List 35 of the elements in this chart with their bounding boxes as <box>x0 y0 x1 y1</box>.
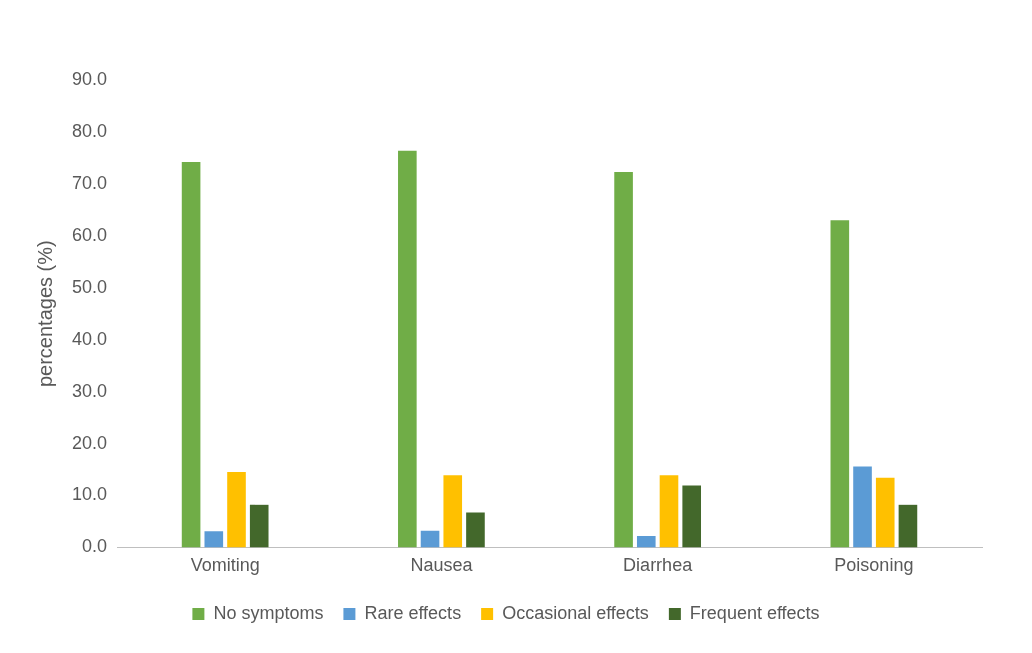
x-tick-label: Vomiting <box>190 555 260 576</box>
y-axis-title: percentages (%) <box>33 240 56 388</box>
x-tick-label: Poisoning <box>834 555 914 576</box>
y-tick-label: 80.0 <box>71 120 108 141</box>
y-tick-label: 60.0 <box>71 224 108 245</box>
bar <box>420 530 440 548</box>
y-tick-label: 10.0 <box>71 484 108 505</box>
bar <box>853 466 872 548</box>
y-tick-label: 0.0 <box>82 536 108 557</box>
bar <box>636 535 656 548</box>
bar <box>249 504 269 548</box>
y-tick-label: 40.0 <box>71 328 108 349</box>
x-tick-label: Diarrhea <box>623 555 694 576</box>
bar <box>204 531 224 548</box>
legend-label: Occasional effects <box>502 602 649 623</box>
bar <box>398 150 417 548</box>
bar <box>614 171 633 548</box>
bar <box>682 485 702 548</box>
bar <box>227 472 246 548</box>
y-tick-label: 20.0 <box>71 432 108 453</box>
bar <box>181 162 201 548</box>
legend-label: Frequent effects <box>689 602 820 623</box>
bar <box>443 475 463 548</box>
bar <box>659 475 679 548</box>
bar <box>466 512 485 548</box>
x-tick-label: Nausea <box>410 555 474 576</box>
bar <box>830 220 850 548</box>
bar <box>898 504 918 548</box>
y-tick-label: 70.0 <box>71 172 108 193</box>
y-tick-label: 50.0 <box>71 276 108 297</box>
legend-label: No symptoms <box>213 602 324 623</box>
y-tick-label: 30.0 <box>71 380 108 401</box>
legend-label: Rare effects <box>364 602 462 623</box>
y-tick-label: 90.0 <box>71 68 108 89</box>
bar <box>875 477 895 548</box>
